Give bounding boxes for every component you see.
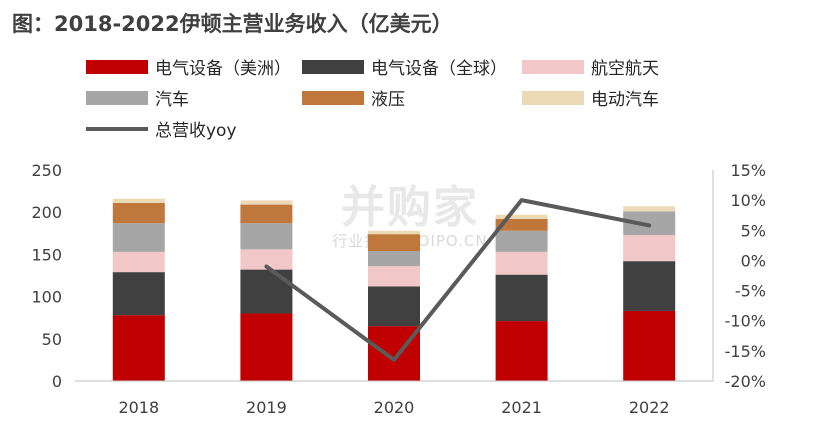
legend-item-electrical-americas: 电气设备（美洲） xyxy=(86,54,291,79)
bar-segment-2020-s4 xyxy=(368,234,420,252)
right-tick-label: -15% xyxy=(725,342,766,361)
bar-layer xyxy=(112,198,676,381)
bar-segment-2018-s4 xyxy=(112,202,165,224)
legend-label: 电气设备（美洲） xyxy=(155,59,291,79)
right-tick-label: 10% xyxy=(730,191,766,210)
bar-segment-2021-s5 xyxy=(495,214,548,219)
x-tick-label: 2020 xyxy=(374,398,415,417)
bar-segment-2018-s3 xyxy=(112,223,165,252)
right-tick-label: -20% xyxy=(725,372,766,391)
bar-segment-2021-s3 xyxy=(495,230,548,252)
bar-segment-2020-s3 xyxy=(368,251,420,267)
legend-item-hydraulics: 液压 xyxy=(302,85,405,110)
legend-label: 电动汽车 xyxy=(591,90,659,110)
legend-item-aerospace: 航空航天 xyxy=(522,54,659,79)
x-tick-label: 2018 xyxy=(118,398,159,417)
x-tick-label: 2019 xyxy=(246,398,287,417)
bar-segment-2021-s2 xyxy=(495,251,548,275)
bar-segment-2018-s1 xyxy=(112,272,165,316)
x-axis-ticks: 2018 2019 2020 2021 2022 xyxy=(118,398,669,417)
legend-line-swatch xyxy=(86,126,148,131)
bar-segment-2020-s1 xyxy=(368,286,420,327)
left-tick-label: 100 xyxy=(31,288,62,307)
legend-label: 航空航天 xyxy=(591,59,659,79)
bar-segment-2019-s4 xyxy=(240,204,293,224)
legend-swatch xyxy=(86,90,148,105)
bar-segment-2019-s5 xyxy=(240,200,293,205)
legend-item-vehicle: 汽车 xyxy=(86,85,189,110)
yoy-line-layer xyxy=(264,198,652,362)
legend-label: 液压 xyxy=(371,90,405,110)
bar-segment-2022-s5 xyxy=(623,206,676,212)
x-tick-label: 2022 xyxy=(629,398,670,417)
legend-swatch xyxy=(302,59,364,74)
left-tick-label: 150 xyxy=(31,245,62,264)
yoy-line xyxy=(264,198,652,362)
bar-segment-2021-s1 xyxy=(495,274,548,322)
legend-label: 汽车 xyxy=(155,90,189,110)
watermark-main-text: 并购家 xyxy=(341,182,479,233)
bar-segment-2018-s0 xyxy=(112,315,165,381)
bar-segment-2020-s5 xyxy=(368,230,420,235)
right-tick-label: -5% xyxy=(735,282,766,301)
legend-swatch xyxy=(522,59,584,74)
left-tick-label: 200 xyxy=(31,203,62,222)
right-tick-label: 5% xyxy=(741,221,766,240)
right-tick-label: 0% xyxy=(741,251,766,270)
left-axis-ticks: 0 50 100 150 200 250 xyxy=(31,161,62,391)
legend-label: 总营收yoy xyxy=(155,121,237,141)
chart-title: 图：2018-2022伊顿主营业务收入（亿美元） xyxy=(12,12,453,36)
left-tick-label: 250 xyxy=(31,161,62,180)
bar-segment-2022-s0 xyxy=(623,310,676,381)
bar-segment-2022-s3 xyxy=(623,211,676,235)
legend-swatch xyxy=(86,59,148,74)
bar-segment-2019-s1 xyxy=(240,269,293,314)
bar-segment-2021-s0 xyxy=(495,321,548,381)
bar-segment-2020-s2 xyxy=(368,266,420,287)
bar-segment-2019-s0 xyxy=(240,313,293,381)
bar-segment-2019-s3 xyxy=(240,223,293,250)
legend-item-emobility: 电动汽车 xyxy=(522,85,659,110)
right-tick-label: -10% xyxy=(725,312,766,331)
bar-segment-2019-s2 xyxy=(240,249,293,270)
bar-segment-2022-s2 xyxy=(623,234,676,262)
legend-item-electrical-global: 电气设备（全球） xyxy=(302,54,507,79)
legend-swatch xyxy=(522,90,584,105)
bar-segment-2021-s4 xyxy=(495,218,548,231)
legend-swatch xyxy=(302,90,364,105)
left-tick-label: 0 xyxy=(52,372,62,391)
bar-segment-2018-s5 xyxy=(112,198,165,203)
right-axis-ticks: -20% -15% -10% -5% 0% 5% 10% 15% xyxy=(725,161,766,391)
x-tick-label: 2021 xyxy=(501,398,542,417)
left-tick-label: 50 xyxy=(42,330,62,349)
legend-label: 电气设备（全球） xyxy=(371,59,507,79)
bar-segment-2018-s2 xyxy=(112,251,165,273)
bar-segment-2022-s1 xyxy=(623,261,676,311)
right-tick-label: 15% xyxy=(730,161,766,180)
legend-item-revenue-yoy: 总营收yoy xyxy=(86,116,237,141)
